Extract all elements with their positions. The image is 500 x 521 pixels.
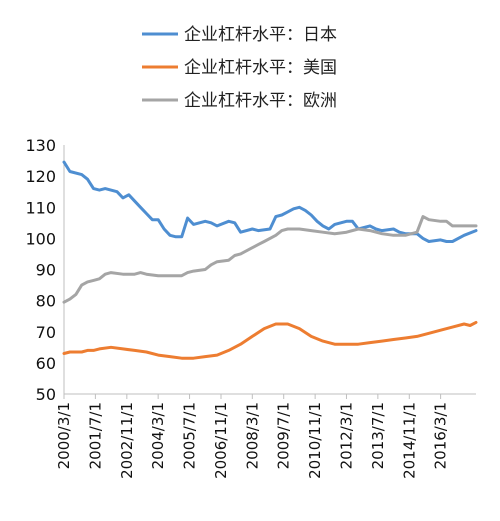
- y-tick-label: 50: [36, 385, 56, 404]
- x-tick-label: 2004/3/1: [149, 402, 167, 469]
- y-tick-label: 130: [25, 136, 56, 155]
- series-line: [62, 320, 478, 360]
- plot-lines: [62, 160, 478, 360]
- legend-label: 企业杠杆水平：美国: [184, 58, 337, 78]
- x-tick-label: 2000/3/1: [55, 402, 73, 469]
- x-tick-label: 2001/7/1: [86, 402, 104, 469]
- series-line: [62, 160, 478, 243]
- x-tick-label: 2006/11/1: [212, 402, 230, 479]
- y-tick-label: 70: [36, 323, 56, 342]
- y-tick-label: 120: [25, 167, 56, 186]
- y-tick-label: 110: [25, 198, 56, 217]
- y-tick-label: 80: [36, 292, 56, 311]
- legend-item: 企业杠杆水平：日本: [142, 25, 337, 45]
- x-tick-label: 2009/7/1: [275, 402, 293, 469]
- x-tick-label: 2012/3/1: [337, 402, 355, 469]
- legend-item: 企业杠杆水平：美国: [142, 58, 337, 78]
- x-tick-label: 2014/11/1: [400, 402, 418, 479]
- y-tick-label: 60: [36, 354, 56, 373]
- x-tick-label: 2013/7/1: [369, 402, 387, 469]
- x-tick-label: 2016/3/1: [432, 402, 450, 469]
- legend-label: 企业杠杆水平：日本: [184, 25, 337, 45]
- y-tick-label: 90: [36, 261, 56, 280]
- series-line: [62, 215, 478, 304]
- y-tick-label: 100: [25, 229, 56, 248]
- legend-item: 企业杠杆水平：欧洲: [142, 91, 337, 111]
- legend-label: 企业杠杆水平：欧洲: [184, 91, 337, 111]
- x-tick-label: 2010/11/1: [306, 402, 324, 479]
- x-tick-label: 2008/3/1: [243, 402, 261, 469]
- y-axis: 130 120 110 100 90 80 70 60 50: [25, 136, 65, 404]
- x-axis: 2000/3/1 2001/7/1 2002/11/1 2004/3/1 2005/7/…: [55, 393, 476, 479]
- x-tick-label: 2005/7/1: [181, 402, 199, 469]
- x-tick-label: 2002/11/1: [118, 402, 136, 479]
